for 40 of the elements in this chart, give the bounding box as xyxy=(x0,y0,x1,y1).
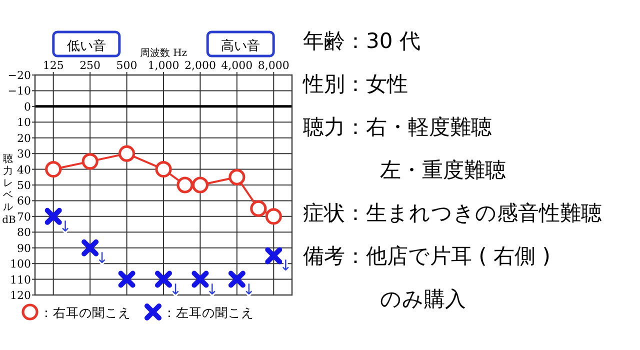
text: 低い音 xyxy=(66,39,106,54)
x-tick-label: 8,000 xyxy=(258,59,290,72)
y-tick-label: 0 xyxy=(24,100,31,114)
y-tick-label: 120 xyxy=(10,289,31,302)
annotation: ↓ xyxy=(96,248,108,267)
legend-label: ：左耳の聞こえ xyxy=(163,305,254,320)
x-axis-title: 周波数 Hz xyxy=(140,47,188,59)
text: のみ購入 xyxy=(380,287,466,311)
x-tick-label: 125 xyxy=(42,59,64,72)
annotation: ↓ xyxy=(169,280,182,298)
text: 高い音 xyxy=(221,38,260,54)
y-tick-label: −10 xyxy=(8,84,31,98)
text: 年齢：30 代 xyxy=(303,29,420,53)
annotation: ↓ xyxy=(206,280,218,298)
text: 左・重度難聴 xyxy=(380,158,506,182)
y-tick-label: 10 xyxy=(17,116,31,130)
text: 性別：女性 xyxy=(302,72,408,96)
x-tick-label: 1,000 xyxy=(148,59,180,72)
x-tick-label: 500 xyxy=(116,59,138,72)
y-tick-label: 30 xyxy=(17,148,31,161)
x-tick-label: 250 xyxy=(80,59,101,72)
y-tick-label: 90 xyxy=(17,242,31,255)
text: 症状：生まれつきの感音性難聴 xyxy=(303,201,602,225)
x-tick-label: 2,000 xyxy=(184,59,216,72)
y-tick-label: 50 xyxy=(17,179,31,192)
y-axis-title: 聴力レベル dB xyxy=(2,153,16,226)
y-tick-label: 100 xyxy=(10,258,31,271)
annotation: ↓ xyxy=(242,280,256,298)
y-tick-label: 70 xyxy=(17,210,31,224)
y-tick-label: 20 xyxy=(17,132,31,145)
y-tick-label: 80 xyxy=(17,226,31,240)
annotation: ↓ xyxy=(59,217,72,236)
legend-label: ：右耳の聞こえ xyxy=(40,305,131,320)
y-tick-label: −20 xyxy=(8,69,31,82)
text: 聴力：右・軽度難聴 xyxy=(303,115,492,139)
text: 備考：他店で片耳 ( 右側 ) xyxy=(303,244,550,268)
y-tick-label: 40 xyxy=(17,163,31,176)
y-tick-label: 110 xyxy=(10,273,31,286)
x-tick-label: 4,000 xyxy=(221,59,253,72)
y-tick-label: 60 xyxy=(17,194,31,208)
